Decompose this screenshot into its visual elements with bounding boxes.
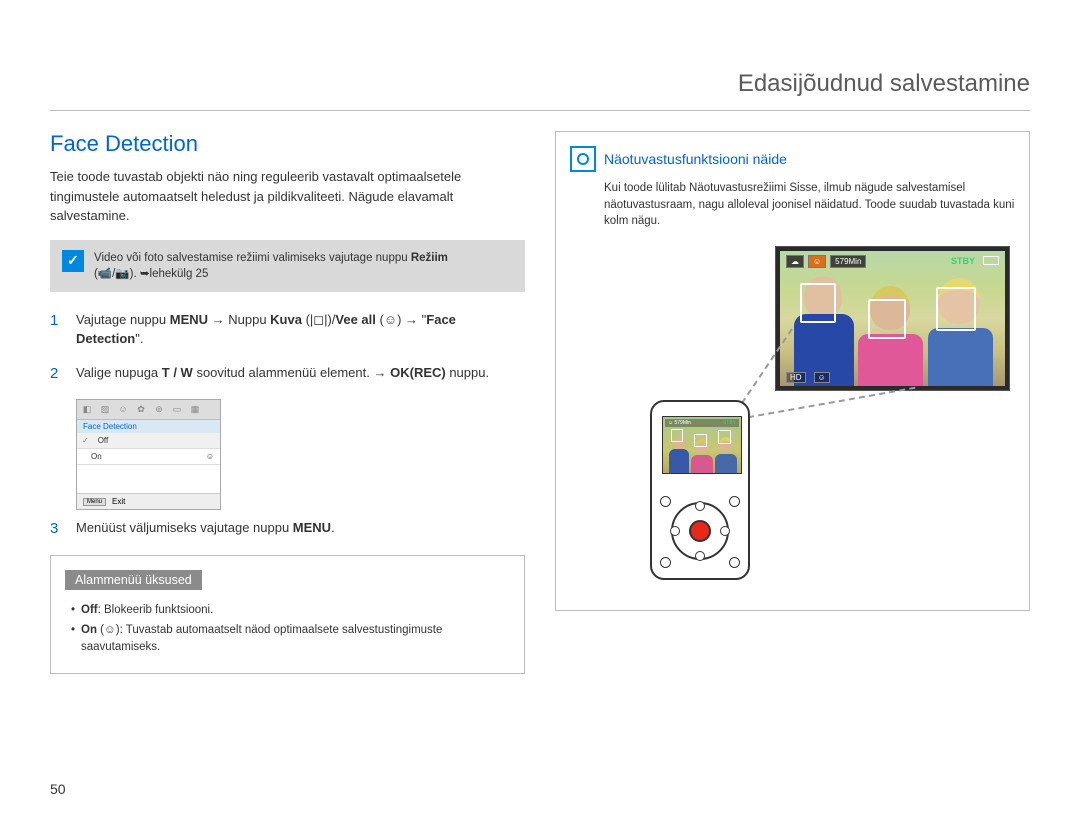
tab-icon: ▭ <box>171 404 183 416</box>
tab-icon: ✿ <box>135 404 147 416</box>
info-prefix: Video või foto salvestamise režiimi vali… <box>94 252 411 264</box>
submenu-heading: Alammenüü üksused <box>65 570 202 590</box>
device-screen-topbar: ☺ 579MinSTBY <box>665 419 739 427</box>
menu-preview: ◧ ▨ ☺ ✿ ⊚ ▭ ▦ Face Detection ✓Off On ☺ M… <box>76 399 221 510</box>
d-up <box>695 501 705 511</box>
face-icon-small: ☺ <box>814 372 830 383</box>
intro-text: Teie toode tuvastab objekti näo ning reg… <box>50 167 525 226</box>
step-3: 3 Menüüst väljumiseks vajutage nuppu MEN… <box>50 518 525 541</box>
lcd-bottom: HD ☺ <box>786 372 830 383</box>
side-btn <box>660 557 671 568</box>
submenu-on: On (☺): Tuvastab automaatselt näod optim… <box>71 622 510 657</box>
side-btn <box>729 557 740 568</box>
menu-button: Menu <box>83 498 106 506</box>
mini-face-box <box>671 429 683 442</box>
step-1: 1 Vajutage nuppu MENU → Nuppu Kuva (|◻|)… <box>50 310 525 349</box>
submenu-list: Off: Blokeerib funktsiooni. On (☺): Tuva… <box>65 602 510 657</box>
tab-icon: ☺ <box>117 404 129 416</box>
battery-icon <box>983 256 999 265</box>
face-box <box>800 283 836 323</box>
d-right <box>720 526 730 536</box>
info-text: Video või foto salvestamise režiimi vali… <box>94 250 448 282</box>
cloud-icon: ☁ <box>786 255 804 268</box>
step-num-1: 1 <box>50 310 66 349</box>
record-button <box>689 520 711 542</box>
page-header: Edasijõudnud salvestamine <box>50 70 1030 111</box>
mini-face-box <box>694 434 707 447</box>
face-box <box>868 299 906 339</box>
menu-exit: Menu Exit <box>77 493 220 509</box>
device-body: ☺ 579MinSTBY <box>650 400 750 580</box>
menu-subtitle: Face Detection <box>77 420 220 433</box>
info-box: ✓ Video või foto salvestamise režiimi va… <box>50 240 525 292</box>
side-btn <box>729 496 740 507</box>
step-num-3: 3 <box>50 518 66 541</box>
step-1-content: Vajutage nuppu MENU → Nuppu Kuva (|◻|)/V… <box>76 310 525 349</box>
example-title: Näotuvastusfunktsiooni näide <box>604 151 787 167</box>
example-body: Kui toode lülitab Näotuvastusrežiimi Sis… <box>570 180 1015 230</box>
example-box: Näotuvastusfunktsiooni näide Kui toode l… <box>555 131 1030 611</box>
mini-face-box <box>718 430 731 444</box>
d-left <box>670 526 680 536</box>
info-line2: (📹/📷). ➥lehekülg 25 <box>94 268 208 280</box>
hd-label: HD <box>786 372 806 383</box>
menu-item-on: On ☺ <box>77 449 220 465</box>
connector-line <box>738 387 916 420</box>
lcd-screen: ☁ ☺ 579Min STBY <box>780 251 1005 386</box>
face-box <box>936 287 976 331</box>
info-bold: Režiim <box>411 252 448 264</box>
tab-icon: ◧ <box>81 404 93 416</box>
camera-visual: ☁ ☺ 579Min STBY <box>570 246 1015 596</box>
menu-icon-row: ◧ ▨ ☺ ✿ ⊚ ▭ ▦ <box>77 400 220 420</box>
tab-icon: ⊚ <box>153 404 165 416</box>
step-2: 2 Valige nupuga T / W soovitud alammenüü… <box>50 363 525 386</box>
lens-icon <box>570 146 596 172</box>
device-screen: ☺ 579MinSTBY <box>662 416 742 474</box>
submenu-off: Off: Blokeerib funktsiooni. <box>71 602 510 619</box>
min-label: 579Min <box>830 255 866 268</box>
device-controls <box>652 490 748 570</box>
step-3-content: Menüüst väljumiseks vajutage nuppu MENU. <box>76 518 335 541</box>
face-icon: ☺ <box>808 255 826 268</box>
content-columns: Face Detection Teie toode tuvastab objek… <box>50 131 1030 674</box>
left-column: Face Detection Teie toode tuvastab objek… <box>50 131 525 674</box>
check-icon: ✓ <box>62 250 84 272</box>
stby-label: STBY <box>951 256 975 266</box>
mini-kid <box>669 437 689 473</box>
face-icon: ☺ <box>206 452 214 461</box>
submenu-box: Alammenüü üksused Off: Blokeerib funktsi… <box>50 555 525 675</box>
control-ring <box>671 502 729 560</box>
page-number: 50 <box>50 781 66 797</box>
side-btn <box>660 496 671 507</box>
camera-device: ☺ 579MinSTBY <box>650 400 750 580</box>
exit-label: Exit <box>112 497 125 506</box>
tab-icon: ▦ <box>189 404 201 416</box>
check-icon: ✓ <box>82 436 89 445</box>
step-2-content: Valige nupuga T / W soovitud alammenüü e… <box>76 363 489 386</box>
tab-icon: ▨ <box>99 404 111 416</box>
step-num-2: 2 <box>50 363 66 386</box>
lcd-display: ☁ ☺ 579Min STBY <box>775 246 1010 391</box>
d-down <box>695 551 705 561</box>
menu-pad <box>77 465 220 493</box>
lcd-top-bar: ☁ ☺ 579Min <box>786 255 866 268</box>
right-column: Näotuvastusfunktsiooni näide Kui toode l… <box>555 131 1030 674</box>
menu-item-off: ✓Off <box>77 433 220 449</box>
section-title: Face Detection <box>50 131 525 157</box>
example-header: Näotuvastusfunktsiooni näide <box>570 146 1015 172</box>
